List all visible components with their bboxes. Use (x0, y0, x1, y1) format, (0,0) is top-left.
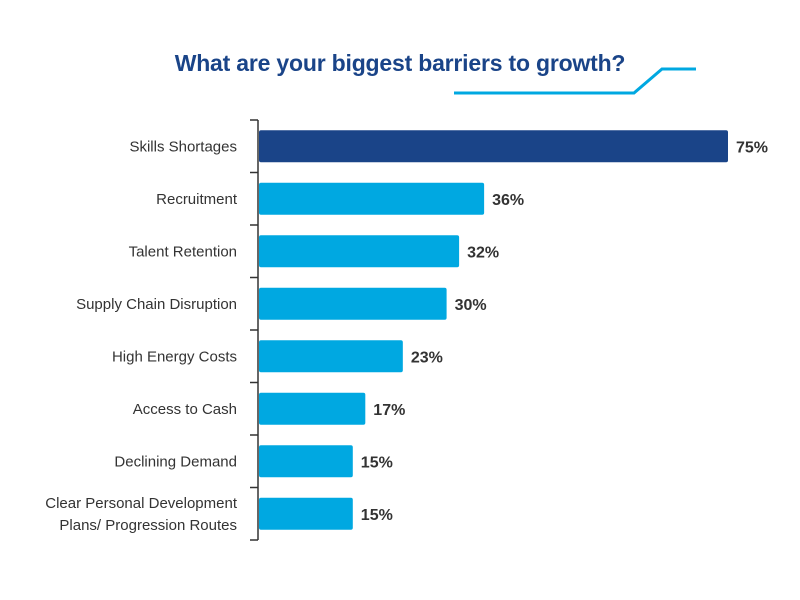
category-label: Clear Personal Development Plans/ Progres… (45, 495, 238, 534)
bar (259, 182, 485, 215)
value-label: 15% (361, 507, 393, 524)
bar (259, 497, 353, 530)
bar (259, 392, 366, 425)
value-label: 17% (373, 402, 405, 419)
category-label: High Energy Costs (112, 348, 237, 365)
category-label: Skills Shortages (129, 138, 237, 155)
chart-title: What are your biggest barriers to growth… (174, 50, 626, 76)
y-axis (250, 119, 259, 541)
bar (259, 287, 447, 320)
value-label: 30% (455, 297, 487, 314)
value-label: 32% (467, 244, 499, 261)
category-label: Declining Demand (114, 453, 237, 470)
category-label: Recruitment (156, 191, 238, 208)
value-label: 15% (361, 454, 393, 471)
category-label: Talent Retention (129, 243, 237, 260)
category-label: Access to Cash (133, 401, 237, 418)
value-label: 36% (492, 192, 524, 209)
bar (259, 340, 403, 373)
value-label: 75% (736, 139, 768, 156)
bar (259, 130, 728, 163)
bars: 75% Skills Shortages 36% Recruitment 32% Tale… (45, 130, 768, 534)
bar (259, 235, 460, 268)
bar (259, 445, 353, 478)
title-accent-line (454, 67, 696, 95)
category-label: Supply Chain Disruption (76, 296, 237, 313)
value-label: 23% (411, 349, 443, 366)
